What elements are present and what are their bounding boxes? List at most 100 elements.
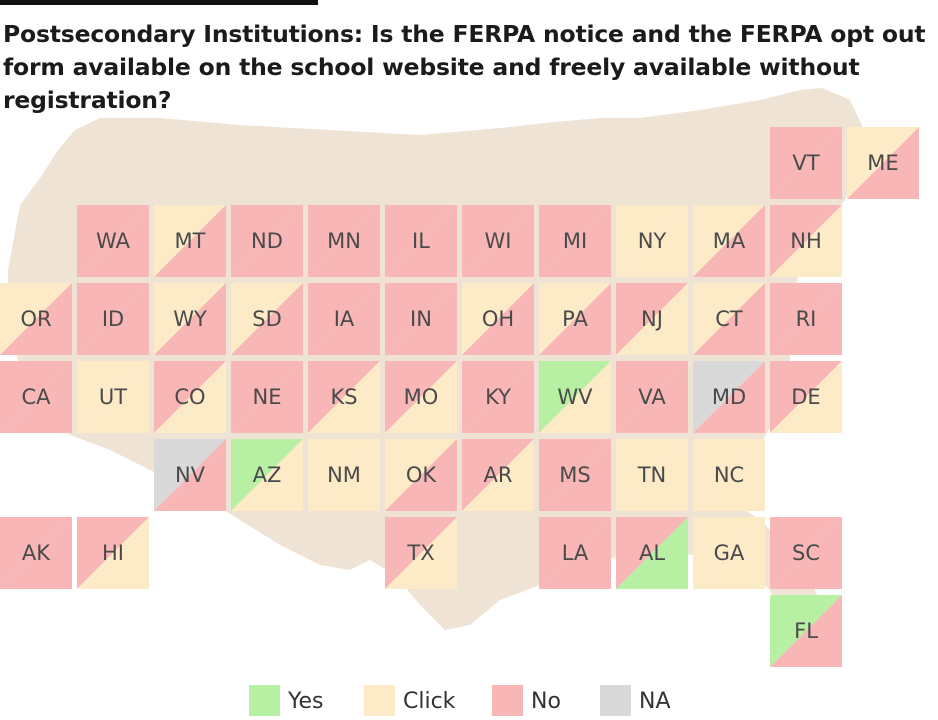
state-tile-fill <box>154 205 226 277</box>
state-tile-fill <box>616 361 688 433</box>
state-tile-wv: WV <box>539 361 611 433</box>
state-tile-oh: OH <box>462 283 534 355</box>
state-tile-lower-triangle <box>231 283 303 355</box>
state-label: MO <box>403 385 439 409</box>
state-tile-tx: TX <box>385 517 457 589</box>
state-label: MT <box>174 229 206 253</box>
state-tile-lower-triangle <box>154 361 226 433</box>
legend-swatch-na <box>600 685 631 716</box>
state-tile-nd: ND <box>231 205 303 277</box>
state-tile-tn: TN <box>616 439 688 511</box>
state-label: NC <box>713 463 745 487</box>
state-tile-lower-triangle <box>385 283 457 355</box>
state-tile-fill <box>0 361 72 433</box>
state-label: AK <box>21 541 51 565</box>
state-label: NJ <box>641 307 663 331</box>
state-tile-fill <box>693 205 765 277</box>
state-tile-fill <box>462 439 534 511</box>
state-label: WY <box>173 307 207 331</box>
state-tile-lower-triangle <box>231 439 303 511</box>
state-tile-fill <box>308 283 380 355</box>
state-label: OK <box>405 463 437 487</box>
legend-label-yes: Yes <box>288 689 324 714</box>
state-tile-ct: CT <box>693 283 765 355</box>
state-tile-fill <box>77 361 149 433</box>
state-tile-fill <box>539 205 611 277</box>
state-tile-mt: MT <box>154 205 226 277</box>
state-tile-ar: AR <box>462 439 534 511</box>
state-tile-fill <box>462 361 534 433</box>
state-tile-ma: MA <box>693 205 765 277</box>
state-tile-de: DE <box>770 361 842 433</box>
legend-label-click: Click <box>403 689 456 714</box>
state-tile-fill <box>154 361 226 433</box>
state-tile-fill <box>616 439 688 511</box>
state-tile-fl: FL <box>770 595 842 667</box>
state-label: NH <box>790 229 822 253</box>
state-tile-ak: AK <box>0 517 72 589</box>
state-label: NE <box>252 385 282 409</box>
state-tile-lower-triangle <box>693 283 765 355</box>
state-tile-wa: WA <box>77 205 149 277</box>
state-tile-ga: GA <box>693 517 765 589</box>
state-tile-lower-triangle <box>154 283 226 355</box>
state-tile-nh: NH <box>770 205 842 277</box>
top-rule <box>0 0 318 5</box>
state-label: WV <box>557 385 593 409</box>
state-tile-fill <box>154 283 226 355</box>
state-label: VT <box>792 151 820 175</box>
state-tile-fill <box>693 283 765 355</box>
state-tile-lower-triangle <box>462 439 534 511</box>
state-tile-la: LA <box>539 517 611 589</box>
state-tile-fill <box>770 517 842 589</box>
state-tile-fill <box>770 283 842 355</box>
state-tile-fill <box>385 283 457 355</box>
state-label: ME <box>867 151 899 175</box>
state-tile-lower-triangle <box>77 283 149 355</box>
state-label: OR <box>20 307 52 331</box>
state-tile-fill <box>616 283 688 355</box>
state-label: WI <box>484 229 512 253</box>
state-tile-fill <box>462 283 534 355</box>
state-label: KY <box>485 385 511 409</box>
state-tile-lower-triangle <box>308 205 380 277</box>
state-label: MI <box>562 229 588 253</box>
state-tile-me: ME <box>847 127 919 199</box>
state-tile-ut: UT <box>77 361 149 433</box>
state-tile-fill <box>693 439 765 511</box>
state-tile-fill <box>385 205 457 277</box>
state-tile-lower-triangle <box>385 517 457 589</box>
map-title: Postsecondary Institutions: Is the FERPA… <box>3 20 926 114</box>
state-tile-fill <box>616 517 688 589</box>
state-tile-ky: KY <box>462 361 534 433</box>
state-tile-lower-triangle <box>770 361 842 433</box>
state-label: TN <box>637 463 667 487</box>
state-tile-lower-triangle <box>0 283 72 355</box>
state-tile-fill <box>770 361 842 433</box>
state-tile-mn: MN <box>308 205 380 277</box>
state-tile-fill <box>0 283 72 355</box>
state-tile-lower-triangle <box>0 517 72 589</box>
state-tile-lower-triangle <box>385 205 457 277</box>
state-tile-az: AZ <box>231 439 303 511</box>
state-tile-lower-triangle <box>770 205 842 277</box>
state-label: ND <box>251 229 283 253</box>
state-label: MS <box>559 463 591 487</box>
state-tile-lower-triangle <box>770 595 842 667</box>
state-label: TX <box>407 541 435 565</box>
state-tile-fill <box>539 517 611 589</box>
state-label: PA <box>562 307 588 331</box>
state-label: HI <box>102 541 124 565</box>
state-tile-ms: MS <box>539 439 611 511</box>
state-tile-fill <box>539 361 611 433</box>
state-tile-fill <box>539 439 611 511</box>
state-tile-ri: RI <box>770 283 842 355</box>
state-label: CO <box>174 385 206 409</box>
state-tile-lower-triangle <box>693 361 765 433</box>
state-tile-fill <box>616 205 688 277</box>
state-label: UT <box>98 385 128 409</box>
state-tile-lower-triangle <box>616 283 688 355</box>
state-tile-sd: SD <box>231 283 303 355</box>
state-tile-lower-triangle <box>693 439 765 511</box>
state-tile-lower-triangle <box>385 361 457 433</box>
